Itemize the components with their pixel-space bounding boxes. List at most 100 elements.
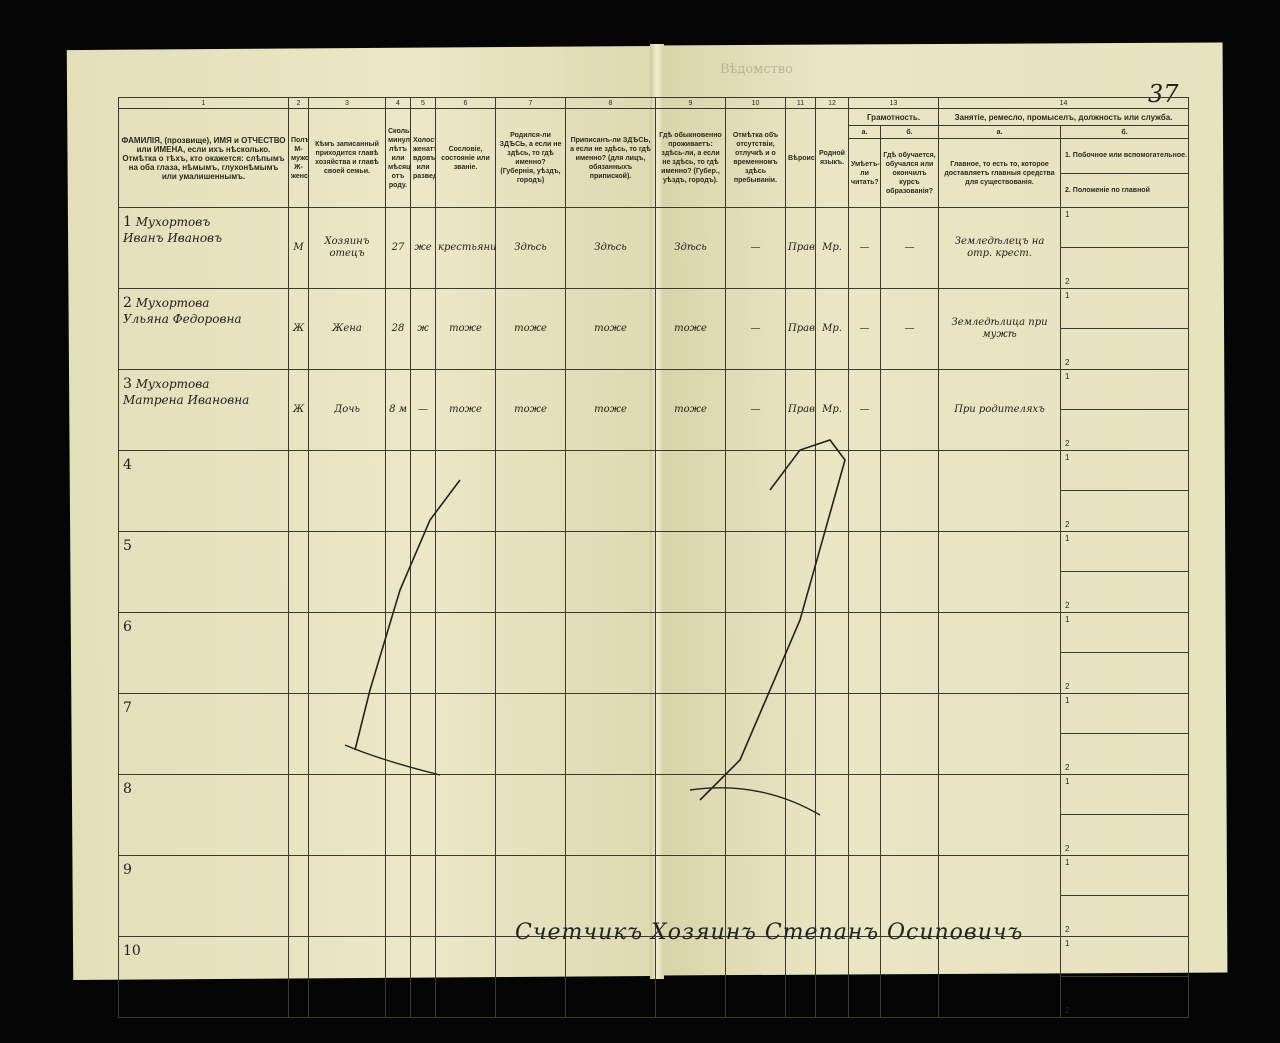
table-subrow: 2	[119, 975, 1190, 1019]
name-cell: 1 Мухортовъ Иванъ Ивановъ	[118, 207, 289, 289]
cell-marital: —	[410, 369, 436, 451]
name-cell: 8	[118, 774, 289, 856]
cell-registered	[565, 450, 656, 532]
cell-absence	[725, 855, 786, 937]
name-cell: 4	[118, 450, 289, 532]
header-13b-text: Гдѣ обучается, обучался или окончилъ кур…	[879, 138, 940, 208]
strike-line-right	[699, 439, 846, 801]
table-row: 1 Мухортовъ Иванъ Ивановъ М Хозяинъ отецъ 27…	[118, 207, 1190, 289]
name-cell: 10	[118, 936, 289, 1018]
cell-residence: тоже	[655, 369, 726, 451]
row-number: 9	[123, 862, 132, 878]
sub-entry-2: 2	[1060, 408, 1190, 452]
cell-residence	[655, 531, 726, 613]
cell-language	[815, 936, 849, 1018]
surname: Мухортовъ	[135, 215, 211, 229]
cell-marital	[410, 936, 436, 1018]
cell-age: 8 м	[385, 369, 411, 451]
sub-entry-1: 1	[1060, 855, 1190, 896]
row-number: 6	[123, 619, 132, 635]
sub-entry-1: 1	[1060, 693, 1190, 734]
cell-relation: Дочь	[308, 369, 386, 451]
cell-born	[495, 774, 566, 856]
cell-literacy-b	[879, 936, 940, 1018]
header-estate: Сословіе, состояніе или званіе.	[435, 108, 496, 208]
sub-entry-1: 1	[1060, 207, 1190, 248]
cell-relation	[308, 531, 386, 613]
cell-literacy-b	[879, 450, 940, 532]
table-subrow: 2	[119, 327, 1190, 371]
cell-born: Здѣсь	[495, 207, 566, 289]
cell-registered: тоже	[565, 369, 656, 451]
table-subrow: 2	[119, 489, 1190, 533]
cell-absence: —	[725, 288, 786, 370]
table-row: 9 1	[118, 855, 1190, 937]
table-subrow: 2	[119, 732, 1190, 776]
cell-literacy-a	[848, 693, 881, 775]
cell-literacy-b: —	[879, 288, 940, 370]
cell-absence	[725, 612, 786, 694]
cell-absence	[725, 450, 786, 532]
header-language: Родной языкъ.	[815, 108, 849, 208]
cell-literacy-b	[879, 693, 940, 775]
sub-entry-2: 2	[1060, 489, 1190, 533]
sub-entry-1: 1	[1060, 288, 1190, 329]
cell-literacy-a	[848, 936, 881, 1018]
sub-entry-1: 1	[1060, 936, 1190, 977]
cell-estate	[435, 936, 496, 1018]
cell-occupation	[938, 693, 1062, 775]
row-number: 7	[123, 700, 132, 716]
cell-religion	[785, 855, 816, 937]
sub-entry-2: 2	[1060, 975, 1190, 1019]
cell-occupation	[938, 936, 1062, 1018]
surname: Мухортова	[135, 296, 210, 310]
cell-literacy-b	[879, 531, 940, 613]
cell-language	[815, 693, 849, 775]
header-14a-text: Главное, то есть то, которое доставляетъ…	[938, 138, 1062, 208]
header-registered: Приписанъ-ли ЗДѢСЬ, а если не здѣсь, то …	[565, 108, 656, 208]
cell-registered	[565, 612, 656, 694]
row-number: 4	[123, 457, 132, 473]
sub-entry-2: 2	[1060, 327, 1190, 371]
cell-estate	[435, 531, 496, 613]
table-row: 7 1	[118, 693, 1190, 775]
sub-entry-1: 1	[1060, 450, 1190, 491]
cell-estate	[435, 693, 496, 775]
cell-residence: Здѣсь	[655, 207, 726, 289]
table-row: 4 1	[118, 450, 1190, 532]
header-word: Вѣдомство	[720, 62, 793, 77]
cell-relation: Жена	[308, 288, 386, 370]
cell-residence: тоже	[655, 288, 726, 370]
cell-occupation	[938, 450, 1062, 532]
cell-registered	[565, 855, 656, 937]
cell-relation: Хозяинъ отецъ	[308, 207, 386, 289]
cell-literacy-b	[879, 774, 940, 856]
table-subrow: 2	[119, 894, 1190, 938]
cell-religion	[785, 693, 816, 775]
cell-occupation	[938, 774, 1062, 856]
cell-literacy-a	[848, 855, 881, 937]
given-name: Иванъ Ивановъ	[123, 231, 223, 245]
row-number: 3	[123, 376, 132, 392]
sub-entry-2: 2	[1060, 246, 1190, 290]
cell-absence	[725, 531, 786, 613]
name-cell: 9	[118, 855, 289, 937]
strike-underline-right	[689, 787, 821, 816]
cell-estate	[435, 450, 496, 532]
cell-born	[495, 693, 566, 775]
cell-language: Мр.	[815, 207, 849, 289]
cell-language	[815, 855, 849, 937]
header-residence: Гдѣ обыкновенно проживаетъ: здѣсь-ли, а …	[655, 108, 726, 208]
cell-marital	[410, 693, 436, 775]
header-14b-1: 1. Побочное или вспомогательное.	[1061, 140, 1188, 174]
census-form-table: 1 2 3 4 5 6 7 8 9 10 11 12 13 14 ФАМИЛІЯ, (прозвище),…	[118, 97, 1190, 1019]
cell-absence	[725, 693, 786, 775]
cell-age	[385, 774, 411, 856]
cell-residence	[655, 855, 726, 937]
header-absence: Отмѣтка объ отсутствіи, отлучкѣ и о врем…	[725, 108, 786, 208]
row-number: 10	[123, 943, 141, 959]
table-subrow: 2	[119, 570, 1190, 614]
cell-estate: тоже	[435, 369, 496, 451]
cell-age: 27	[385, 207, 411, 289]
